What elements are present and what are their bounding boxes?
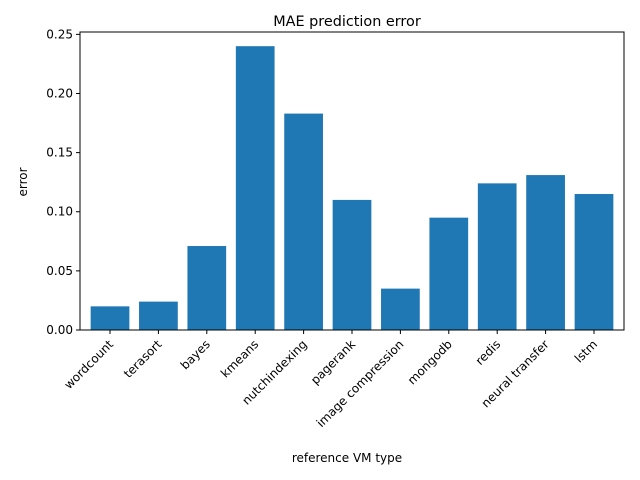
x-tick-label: image compression <box>314 337 407 430</box>
bar-kmeans <box>235 46 275 330</box>
x-tick-label: pagerank <box>308 337 358 387</box>
x-tick-label: terasort <box>121 337 165 381</box>
bar-terasort <box>139 301 178 330</box>
x-tick-label: mongodb <box>405 337 455 387</box>
x-tick-label: wordcount <box>61 337 116 392</box>
bars-layer <box>90 46 614 330</box>
x-tick-label: lstm <box>572 337 600 365</box>
x-axis-label: reference VM type <box>292 451 402 465</box>
bar-image-compression <box>381 288 420 330</box>
bar-lstm <box>574 194 614 330</box>
y-tick-label: 0.05 <box>46 264 73 278</box>
axes-frame <box>79 31 625 331</box>
x-tick-label: kmeans <box>218 337 261 380</box>
y-axis-ticks: 0.00 0.05 0.10 0.15 0.20 0.25 <box>46 27 80 337</box>
x-tick-label: redis <box>473 337 504 368</box>
x-axis-ticks: wordcount terasort bayes kmeansnutchindexin… <box>61 330 600 430</box>
y-tick-label: 0.25 <box>46 27 73 41</box>
y-tick-label: 0.20 <box>46 86 73 100</box>
bar-redis <box>477 183 517 330</box>
bar-mongodb <box>429 217 469 330</box>
bar-neural-transfer <box>526 175 565 330</box>
y-tick-label: 0.10 <box>46 205 73 219</box>
bar-wordcount <box>90 306 130 330</box>
bar-bayes <box>187 246 227 330</box>
y-tick-label: 0.15 <box>46 146 73 160</box>
bar-nutchindexing <box>284 113 323 330</box>
y-axis-label: error <box>16 167 30 196</box>
x-tick-label: bayes <box>178 337 213 372</box>
y-tick-label: 0.00 <box>46 323 73 337</box>
bar-pagerank <box>332 199 372 330</box>
chart-title: MAE prediction error <box>273 14 421 30</box>
